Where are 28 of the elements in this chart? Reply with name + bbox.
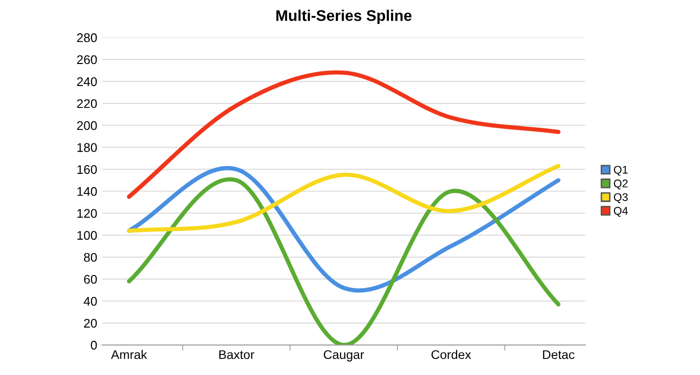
y-tick-label: 40	[84, 296, 97, 306]
legend-label: Q4	[614, 206, 628, 217]
y-tick-label: 20	[84, 318, 97, 328]
y-tick-label: 280	[77, 33, 97, 42]
y-tick-label: 140	[77, 187, 97, 196]
y-tick-label: 220	[77, 99, 97, 108]
y-tick-label: 200	[77, 121, 97, 130]
y-tick-label: 240	[77, 77, 97, 86]
y-tick-label: 0	[90, 340, 97, 350]
line-series	[126, 70, 560, 199]
x-tick-label: Cordex	[432, 350, 472, 360]
x-tick-label: Amrak	[111, 350, 148, 360]
legend-label: Q2	[614, 180, 628, 190]
y-tick-label: 160	[77, 165, 97, 174]
legend-label: Q1	[614, 166, 628, 176]
legend-label: Q3	[614, 193, 628, 204]
y-tick-label: 80	[84, 252, 97, 262]
y-tick-label: 260	[77, 55, 97, 64]
y-tick-label: 60	[84, 274, 97, 284]
x-tick-label: Detac	[543, 350, 574, 360]
x-tick-label: Baxtor	[219, 350, 254, 360]
line-series	[126, 178, 560, 345]
y-tick-label: 180	[77, 143, 97, 152]
chart-title: Multi-Series Spline	[276, 10, 412, 24]
y-tick-label: 120	[77, 209, 97, 218]
y-tick-label: 100	[77, 230, 97, 240]
line-series	[126, 164, 560, 233]
x-tick-label: Caugar	[324, 350, 364, 362]
